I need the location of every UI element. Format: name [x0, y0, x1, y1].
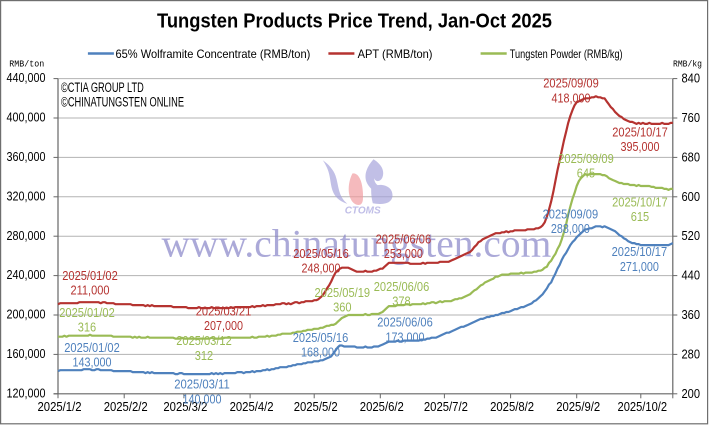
svg-text:Tungsten Powder (RMB/kg): Tungsten Powder (RMB/kg)	[510, 47, 623, 61]
svg-text:280: 280	[682, 347, 701, 361]
svg-text:2025/01/02: 2025/01/02	[62, 269, 118, 283]
svg-text:600: 600	[682, 190, 701, 204]
svg-text:280,000: 280,000	[7, 229, 46, 243]
svg-text:645: 645	[577, 167, 595, 181]
svg-text:Tungsten Products Price Trend,: Tungsten Products Price Trend, Jan-Oct 2…	[157, 10, 552, 32]
svg-text:2025/2/2: 2025/2/2	[104, 399, 148, 414]
svg-text:140,000: 140,000	[183, 392, 222, 406]
svg-text:2025/01/02: 2025/01/02	[64, 341, 120, 355]
svg-text:288,000: 288,000	[551, 222, 590, 236]
svg-text:2025/03/21: 2025/03/21	[196, 305, 252, 319]
svg-text:680: 680	[682, 150, 701, 164]
svg-text:211,000: 211,000	[71, 284, 110, 298]
svg-text:253,000: 253,000	[384, 247, 423, 261]
svg-text:143,000: 143,000	[73, 356, 112, 370]
svg-text:520: 520	[682, 229, 701, 243]
svg-text:2025/7/2: 2025/7/2	[424, 399, 468, 414]
svg-text:2025/10/17: 2025/10/17	[612, 195, 668, 209]
svg-text:418,000: 418,000	[552, 91, 591, 105]
svg-text:65% Wolframite Concentrate (RM: 65% Wolframite Concentrate (RMB/ton)	[116, 47, 311, 61]
svg-text:312: 312	[195, 349, 213, 363]
svg-text:395,000: 395,000	[621, 140, 660, 154]
svg-text:248,000: 248,000	[302, 262, 341, 276]
svg-text:200,000: 200,000	[7, 308, 46, 322]
svg-text:160,000: 160,000	[7, 347, 46, 361]
svg-text:2025/06/06: 2025/06/06	[376, 232, 432, 246]
svg-text:2025/03/12: 2025/03/12	[176, 334, 232, 348]
svg-text:www.chinatungsten.com: www.chinatungsten.com	[162, 223, 552, 266]
svg-text:840: 840	[682, 72, 701, 86]
svg-text:2025/5/2: 2025/5/2	[294, 399, 338, 414]
svg-text:2025/09/09: 2025/09/09	[543, 77, 599, 91]
svg-text:760: 760	[682, 111, 701, 125]
svg-text:2025/05/19: 2025/05/19	[315, 286, 371, 300]
svg-text:271,000: 271,000	[620, 260, 659, 274]
svg-text:440,000: 440,000	[7, 71, 46, 85]
svg-text:320,000: 320,000	[7, 189, 46, 203]
svg-text:CTOMS: CTOMS	[345, 205, 381, 217]
svg-text:2025/10/2: 2025/10/2	[618, 399, 668, 414]
svg-text:316: 316	[78, 321, 96, 335]
svg-text:2025/4/2: 2025/4/2	[230, 399, 274, 414]
svg-text:2025/06/06: 2025/06/06	[374, 280, 430, 294]
svg-text:400,000: 400,000	[7, 111, 46, 125]
svg-text:2025/05/16: 2025/05/16	[293, 331, 349, 345]
svg-text:360,000: 360,000	[7, 150, 46, 164]
svg-text:615: 615	[631, 210, 649, 224]
svg-text:173,000: 173,000	[386, 330, 425, 344]
svg-text:2025/09/09: 2025/09/09	[558, 152, 614, 166]
svg-text:360: 360	[333, 301, 351, 315]
svg-text:2025/1/2: 2025/1/2	[38, 399, 82, 414]
svg-text:120,000: 120,000	[7, 386, 46, 400]
svg-text:200: 200	[682, 387, 701, 401]
svg-text:2025/6/2: 2025/6/2	[360, 399, 404, 414]
svg-text:2025/06/06: 2025/06/06	[377, 316, 433, 330]
svg-text:2025/01/02: 2025/01/02	[59, 306, 115, 320]
svg-text:©CTIA GROUP LTD: ©CTIA GROUP LTD	[61, 80, 144, 95]
svg-text:2025/03/11: 2025/03/11	[174, 378, 230, 392]
svg-text:RMB/kg: RMB/kg	[673, 59, 702, 70]
svg-text:207,000: 207,000	[204, 319, 243, 333]
svg-text:RMB/ton: RMB/ton	[9, 59, 44, 70]
svg-text:2025/05/16: 2025/05/16	[293, 247, 349, 261]
svg-text:2025/10/17: 2025/10/17	[612, 245, 668, 259]
svg-text:APT (RMB/ton): APT (RMB/ton)	[358, 47, 433, 61]
svg-text:2025/8/2: 2025/8/2	[490, 399, 534, 414]
svg-text:360: 360	[682, 308, 701, 322]
svg-text:440: 440	[682, 269, 701, 283]
svg-text:240,000: 240,000	[7, 268, 46, 282]
svg-text:2025/09/09: 2025/09/09	[543, 207, 599, 221]
svg-text:2025/10/17: 2025/10/17	[612, 126, 668, 140]
svg-text:2025/3/2: 2025/3/2	[163, 399, 207, 414]
svg-text:2025/9/2: 2025/9/2	[556, 399, 600, 414]
svg-text:©CHINATUNGSTEN ONLINE: ©CHINATUNGSTEN ONLINE	[61, 95, 184, 110]
svg-text:168,000: 168,000	[301, 346, 340, 360]
svg-text:378: 378	[392, 295, 410, 309]
